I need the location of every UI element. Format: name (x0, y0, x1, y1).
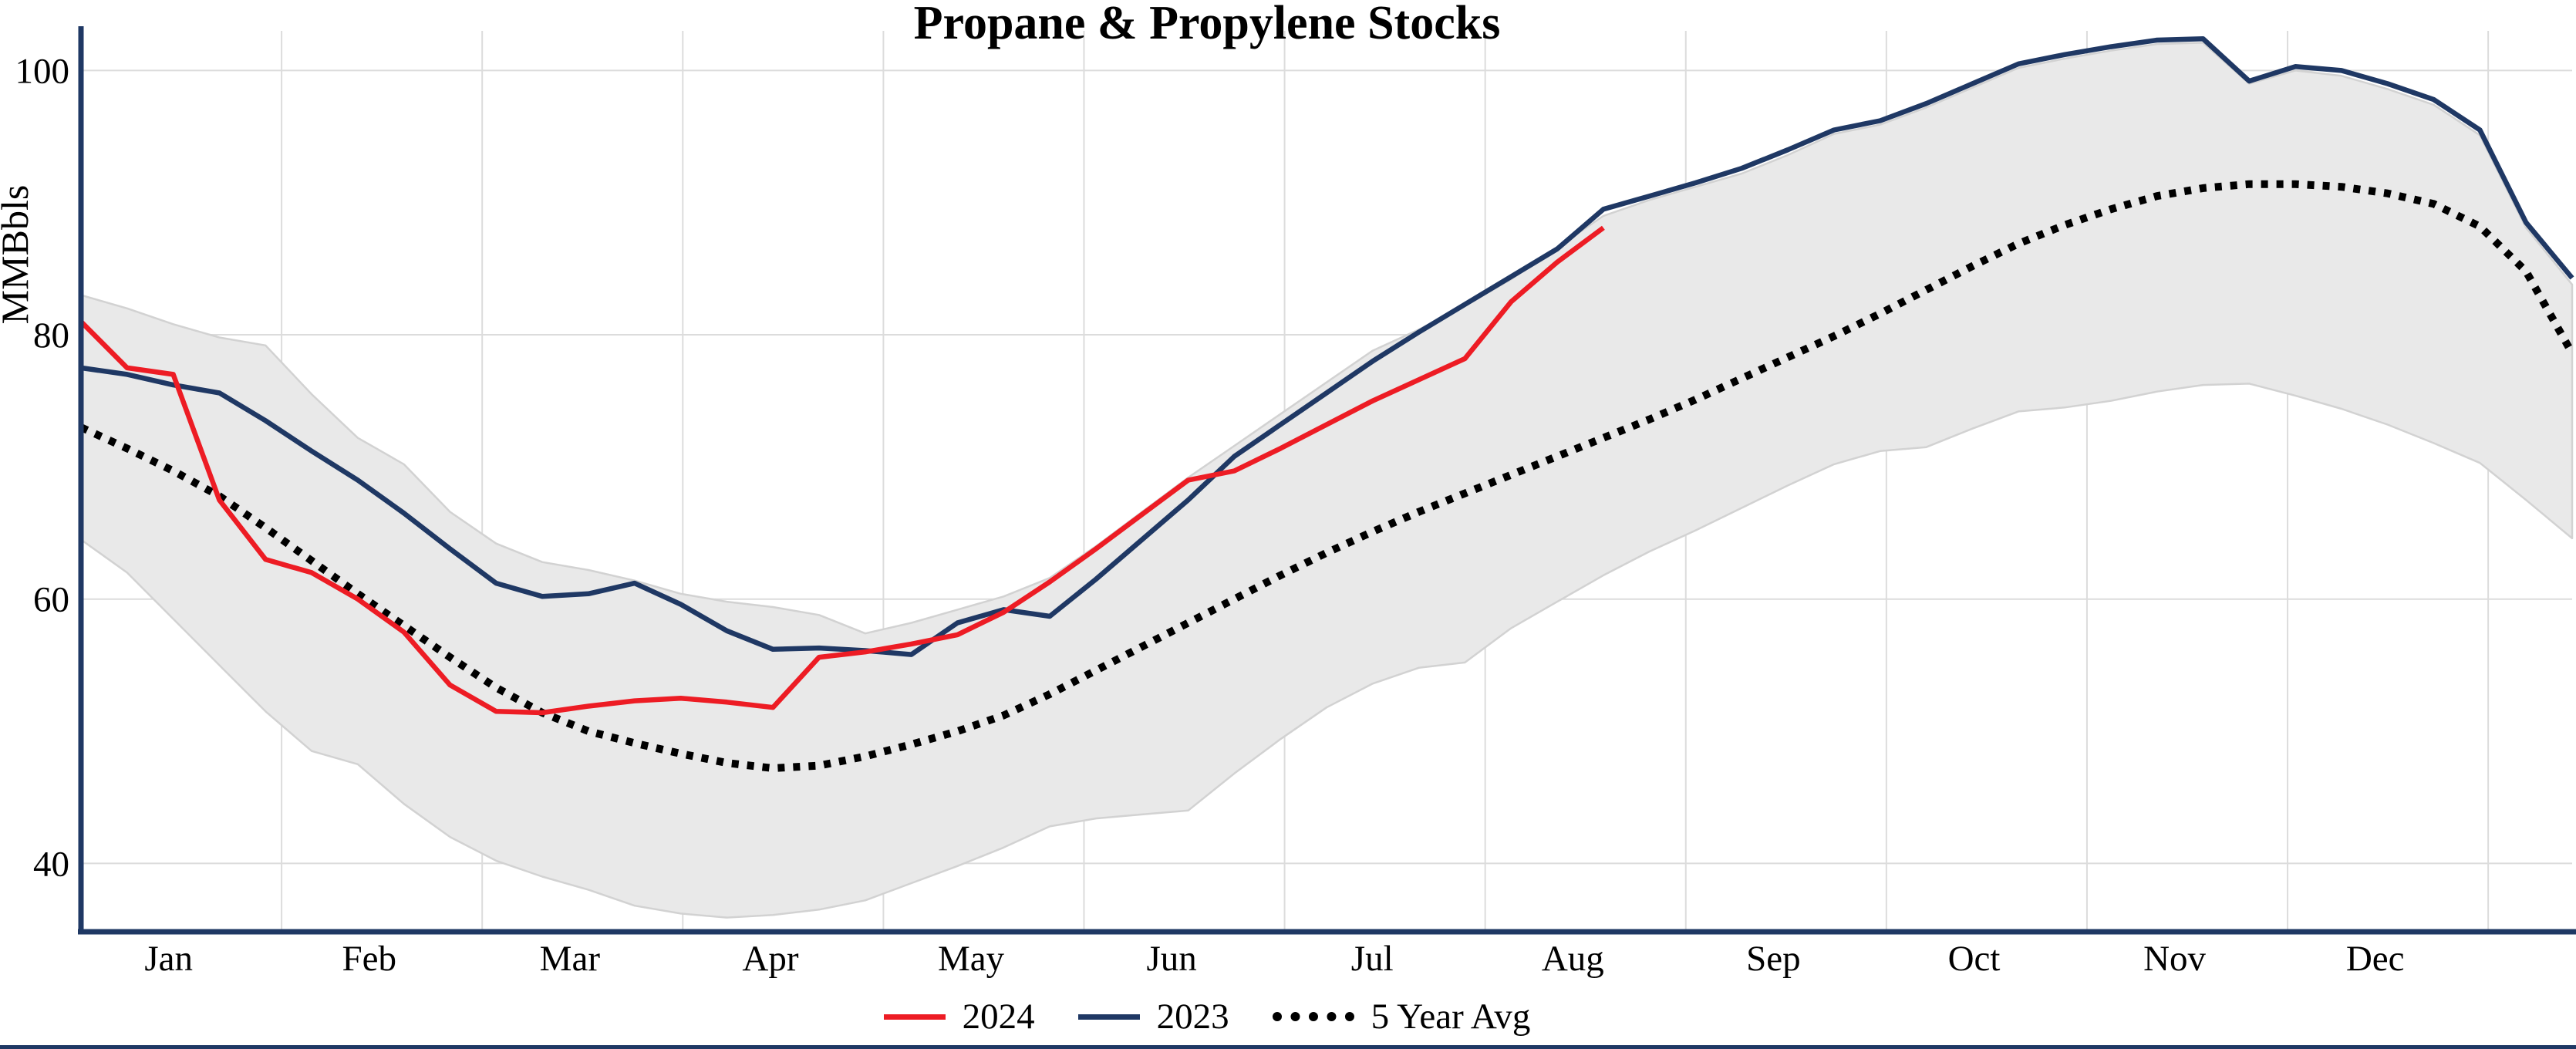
x-tick-label-may: May (938, 939, 1005, 979)
y-tick-label-80: 80 (33, 315, 69, 356)
x-tick-label-jun: Jun (1146, 939, 1196, 979)
legend-label-5yr-avg: 5 Year Avg (1371, 997, 1531, 1037)
legend-swatch-2024 (883, 1014, 946, 1020)
chart-title: Propane & Propylene Stocks (914, 0, 1501, 49)
x-tick-label-nov: Nov (2143, 939, 2206, 979)
x-tick-label-feb: Feb (342, 939, 396, 979)
x-tick-label-sep: Sep (1746, 939, 1801, 979)
legend-item-5yr-avg: 5 Year Avg (1272, 996, 1531, 1037)
legend-label-2023: 2023 (1156, 997, 1229, 1037)
five-year-range-band (79, 42, 2574, 919)
x-tick-label-jul: Jul (1351, 939, 1394, 979)
series-line-2024 (79, 225, 1605, 716)
x-tick-label-dec: Dec (2346, 939, 2405, 979)
axis-tick-labels: 40 60 80 100 Jan Feb Mar Apr May Jun Jul Aug Sep Oct N… (15, 51, 2405, 979)
series-line-2023 (80, 36, 2574, 657)
y-tick-label-60: 60 (33, 580, 69, 620)
x-tick-label-mar: Mar (540, 939, 601, 979)
y-tick-label-100: 100 (15, 51, 70, 91)
legend-item-2024: 2024 (883, 996, 1035, 1037)
legend-swatch-2023 (1077, 1014, 1140, 1020)
series-lines (79, 36, 2576, 772)
y-axis-title: MMBbls (0, 185, 36, 325)
axes (78, 26, 2576, 935)
x-tick-label-jan: Jan (144, 939, 193, 979)
x-tick-label-oct: Oct (1948, 939, 2001, 979)
series-line-5-year-avg (79, 180, 2576, 772)
bottom-border-line (0, 1045, 2576, 1049)
x-tick-label-apr: Apr (742, 939, 798, 979)
legend-swatch-5yr-avg (1272, 1012, 1354, 1021)
x-tick-label-aug: Aug (1542, 939, 1604, 979)
legend-label-2024: 2024 (962, 997, 1035, 1037)
y-tick-label-40: 40 (33, 844, 69, 884)
chart-legend: 2024 2023 5 Year Avg (0, 989, 2576, 1044)
five-year-range-area (79, 42, 2574, 919)
legend-item-2023: 2023 (1077, 996, 1229, 1037)
